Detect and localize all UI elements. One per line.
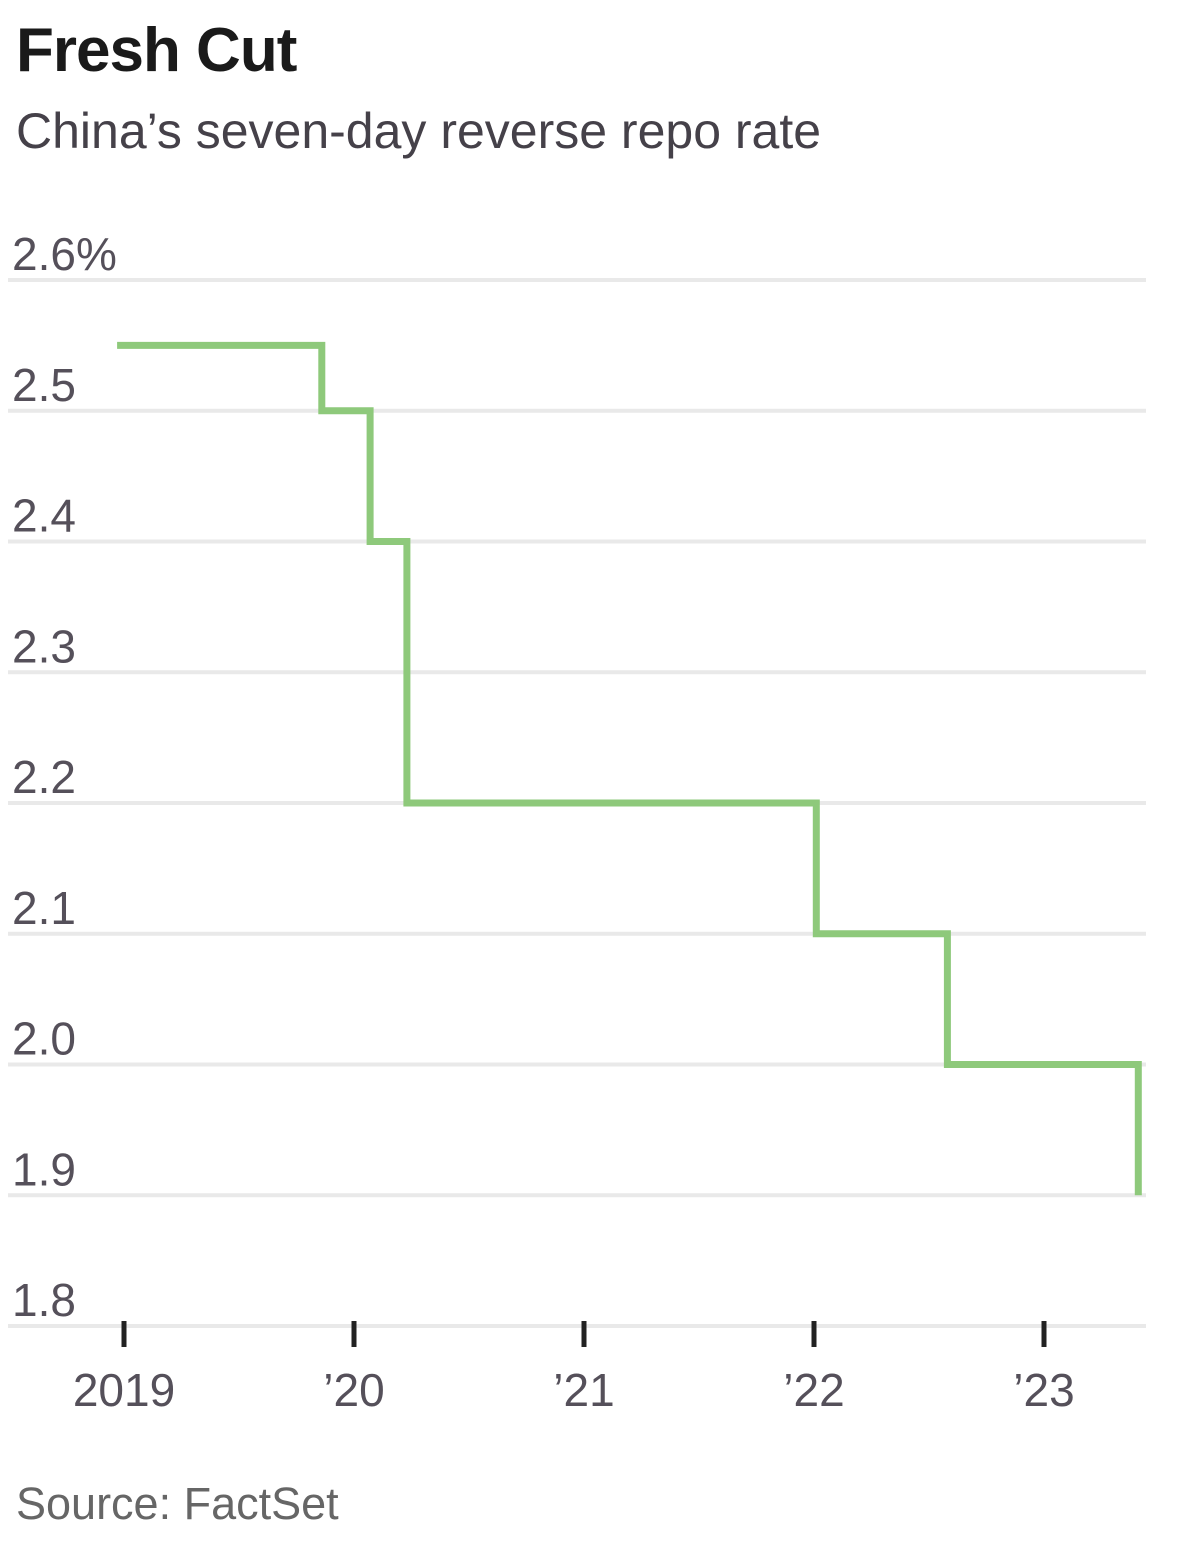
x-axis-label: ’23 xyxy=(1013,1364,1074,1416)
source-note: Source: FactSet xyxy=(16,1478,339,1529)
y-axis-label: 2.3 xyxy=(12,620,76,672)
y-axis-label: 1.9 xyxy=(12,1143,76,1195)
y-axis-label: 2.5 xyxy=(12,359,76,411)
x-axis-label: ’20 xyxy=(323,1364,384,1416)
repo-rate-line xyxy=(117,341,1142,1196)
y-axis-label: 2.1 xyxy=(12,882,76,934)
chart-title: Fresh Cut xyxy=(16,16,297,85)
y-axis-label: 2.0 xyxy=(12,1013,76,1065)
series-layer xyxy=(117,341,1142,1196)
y-axis-label: 2.6% xyxy=(12,228,117,280)
x-axis-label: ’22 xyxy=(783,1364,844,1416)
chart-subtitle: China’s seven-day reverse repo rate xyxy=(16,103,822,159)
y-axis-labels: 2.6% 2.5 2.4 2.3 2.2 2.1 2.0 1.9 1.8 xyxy=(12,228,117,1326)
y-axis-label: 2.2 xyxy=(12,751,76,803)
x-axis-ticks xyxy=(121,1321,1047,1347)
y-axis-label: 2.4 xyxy=(12,490,76,542)
x-axis-label: 2019 xyxy=(73,1364,175,1416)
y-axis-label: 1.8 xyxy=(12,1274,76,1326)
x-axis-label: ’21 xyxy=(553,1364,614,1416)
x-axis-labels: 2019 ’20 ’21 ’22 ’23 xyxy=(73,1364,1075,1416)
